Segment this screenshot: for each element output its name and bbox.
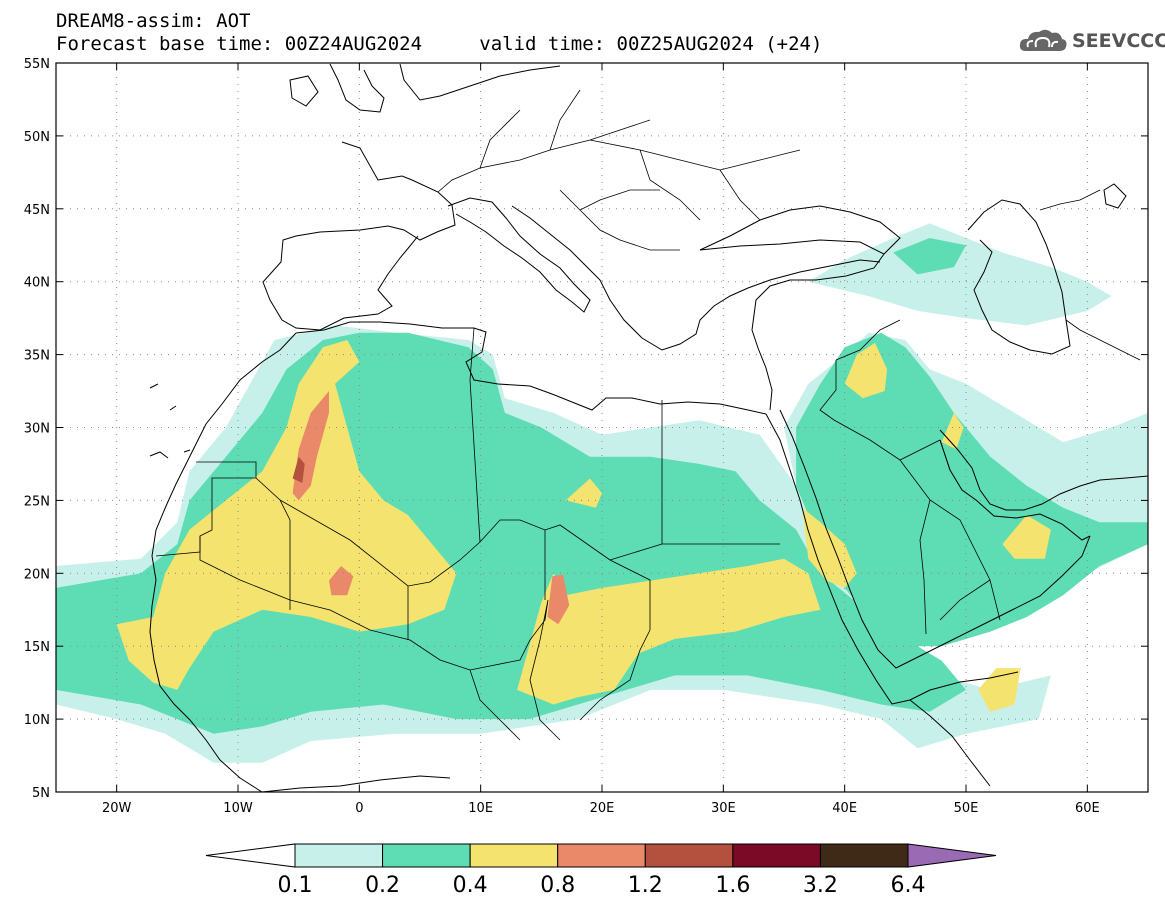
logo-text: SEEVCCC bbox=[1072, 30, 1165, 52]
colorbar-box bbox=[732, 843, 821, 868]
border-europe bbox=[437, 89, 801, 251]
coastline-red-sea bbox=[765, 413, 1019, 705]
lat-label: 55N bbox=[24, 57, 50, 72]
colorbar-min-arrow bbox=[205, 843, 296, 868]
coastline-north-africa bbox=[295, 321, 767, 415]
lat-label: 15N bbox=[24, 640, 50, 655]
aot-contour-level-3 bbox=[802, 507, 857, 588]
aot-contour-level-3 bbox=[941, 412, 964, 450]
aot-contour-level-3 bbox=[844, 342, 888, 399]
coastline-persian-gulf-south bbox=[939, 439, 1091, 541]
lon-label: 50E bbox=[954, 801, 979, 816]
coastline-italy bbox=[447, 197, 591, 313]
coastline-caspian bbox=[967, 199, 1071, 355]
colorbar-box bbox=[469, 843, 559, 868]
colorbar bbox=[205, 843, 997, 868]
map-graticule bbox=[56, 63, 1148, 792]
latitude-labels: 5N 10N 15N 20N 25N 30N 35N 40N 45N 50N 55N bbox=[24, 57, 50, 801]
colorbar-box bbox=[557, 843, 646, 868]
lat-label: 40N bbox=[24, 276, 50, 291]
aot-contour-level-3 bbox=[978, 668, 1021, 712]
border-central-asia bbox=[1039, 189, 1141, 361]
lon-label: 20E bbox=[590, 801, 615, 816]
coastline-canaries bbox=[149, 383, 191, 459]
aot-contour-level-3 bbox=[116, 340, 457, 690]
colorbar-label: 1.2 bbox=[628, 873, 663, 898]
coastline-persian-gulf bbox=[939, 429, 1148, 511]
lon-label: 60E bbox=[1075, 801, 1100, 816]
aot-contour-level-2 bbox=[796, 332, 1148, 647]
lat-label: 20N bbox=[24, 567, 50, 582]
axis-ticks bbox=[56, 62, 1148, 793]
coastline-anatolia-levant bbox=[699, 239, 885, 411]
forecast-times: Forecast base time: 00Z24AUG2024 valid t… bbox=[56, 33, 822, 55]
colorbar-max-arrow bbox=[907, 843, 997, 868]
colorbar-label: 0.8 bbox=[540, 873, 575, 898]
colorbar-label: 0.4 bbox=[453, 873, 488, 898]
lon-label: 0 bbox=[355, 801, 363, 816]
coastlines-borders bbox=[149, 63, 1148, 792]
lat-label: 25N bbox=[24, 494, 50, 509]
border-sahara bbox=[155, 327, 780, 640]
coastline-gulf-of-guinea bbox=[261, 775, 451, 792]
aot-contour-level-1 bbox=[808, 223, 1112, 326]
coastline-arabia-west bbox=[779, 409, 1091, 669]
coastline-europe-north bbox=[399, 63, 561, 101]
lat-label: 45N bbox=[24, 203, 50, 218]
border-sahel bbox=[199, 536, 651, 741]
country-borders bbox=[155, 89, 1141, 741]
coastline-atlantic-africa bbox=[149, 332, 297, 792]
colorbar-box bbox=[382, 843, 471, 868]
lon-label: 20W bbox=[102, 801, 132, 816]
coastline-britain bbox=[289, 63, 385, 113]
lat-label: 35N bbox=[24, 349, 50, 364]
aot-shading bbox=[56, 223, 1148, 763]
lon-label: 10E bbox=[468, 801, 493, 816]
colorbar-labels: 0.1 0.2 0.4 0.8 1.2 1.6 3.2 6.4 bbox=[278, 873, 926, 898]
lon-label: 40E bbox=[832, 801, 857, 816]
lat-label: 5N bbox=[32, 786, 50, 801]
coastline-black-sea bbox=[699, 205, 901, 255]
aot-contour-level-4 bbox=[329, 566, 354, 596]
coastline-aral bbox=[1103, 183, 1127, 209]
map-title: DREAM8-assim: AOT bbox=[56, 10, 251, 32]
colorbar-box bbox=[294, 843, 384, 868]
colorbar-label: 0.1 bbox=[278, 873, 313, 898]
coastline-adriatic-balkans bbox=[511, 205, 881, 351]
colorbar-label: 3.2 bbox=[803, 873, 838, 898]
valid-time-label: valid time: 00Z25AUG2024 (+24) bbox=[479, 33, 823, 55]
lon-label: 10W bbox=[223, 801, 253, 816]
border-middle-east bbox=[819, 319, 1001, 635]
aot-contour-level-3 bbox=[517, 558, 821, 705]
cloud-icon bbox=[1019, 29, 1067, 51]
lat-label: 50N bbox=[24, 130, 50, 145]
lat-label: 30N bbox=[24, 422, 50, 437]
coastline-horn-of-africa bbox=[909, 699, 991, 787]
lon-label: 30E bbox=[711, 801, 736, 816]
aot-contour-level-4 bbox=[547, 574, 570, 625]
aot-contour-level-3 bbox=[1002, 515, 1051, 559]
longitude-labels: 20W 10W 0 10E 20E 30E 40E 50E 60E bbox=[102, 801, 1100, 816]
colorbar-label: 6.4 bbox=[891, 873, 926, 898]
aot-contour-level-5 bbox=[292, 456, 305, 483]
aot-contour-level-2 bbox=[893, 238, 966, 275]
seevccc-logo: SEEVCCC bbox=[1018, 24, 1165, 58]
colorbar-box bbox=[644, 843, 734, 868]
colorbar-box bbox=[819, 843, 909, 868]
lat-label: 10N bbox=[24, 713, 50, 728]
colorbar-label: 0.2 bbox=[365, 873, 400, 898]
coastline-iberia bbox=[262, 141, 456, 331]
base-time-label: Forecast base time: 00Z24AUG2024 bbox=[56, 33, 423, 55]
colorbar-label: 1.6 bbox=[715, 873, 750, 898]
